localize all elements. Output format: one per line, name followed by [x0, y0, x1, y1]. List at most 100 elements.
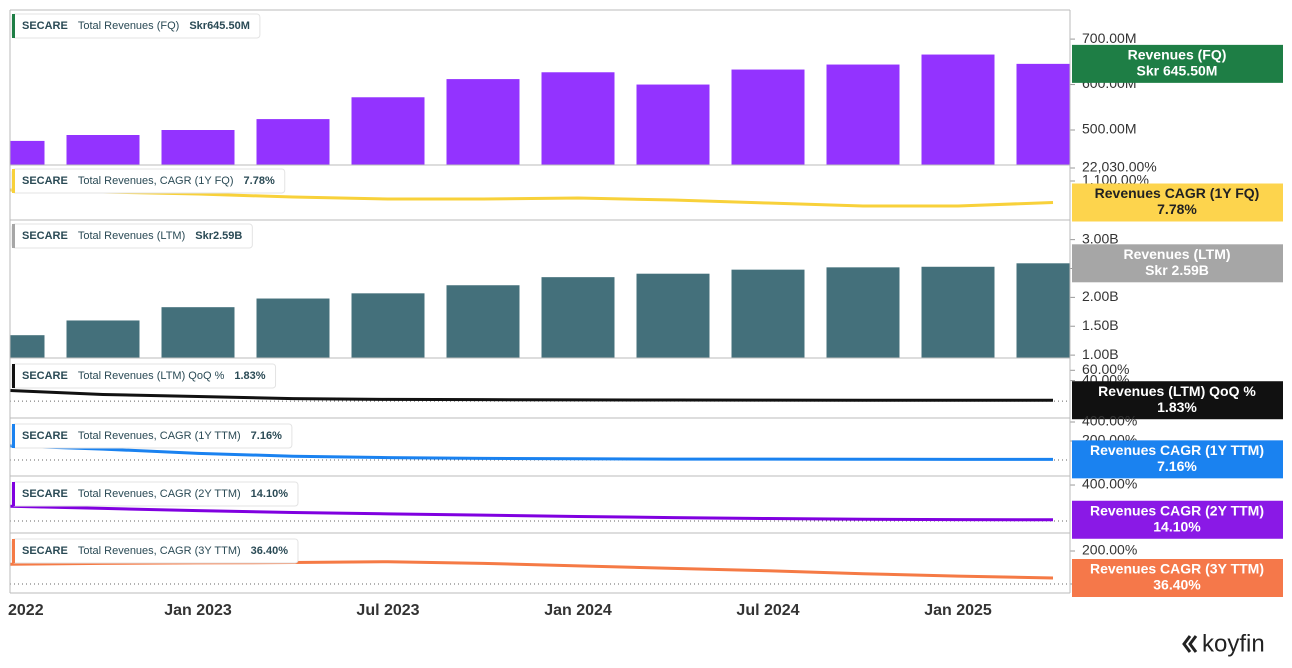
y-tick-label: 1.00B	[1082, 346, 1119, 362]
bar	[826, 267, 900, 358]
y-tick-label: 3.00B	[1082, 230, 1119, 246]
x-tick-label: Jan 2023	[164, 602, 232, 619]
bar	[161, 307, 235, 358]
y-tick-label: 700.00M	[1082, 30, 1136, 46]
x-tick-label: Jan 2024	[544, 602, 612, 619]
badge-title: Revenues CAGR (1Y TTM)	[1090, 442, 1264, 458]
badge-value: Skr 2.59B	[1145, 262, 1209, 278]
badge-title: Revenues CAGR (1Y FQ)	[1095, 185, 1260, 201]
plot-area	[10, 54, 1070, 585]
legend: SECARE Total Revenues, CAGR (1Y TTM) 7.16%	[11, 423, 293, 449]
legend-name: Total Revenues (LTM)	[78, 230, 185, 242]
badge	[1072, 440, 1283, 479]
bar	[541, 277, 615, 358]
y-tick-label: 500.00M	[1082, 121, 1136, 137]
bar	[731, 269, 805, 358]
legend: SECARE Total Revenues, CAGR (2Y TTM) 14.10…	[11, 481, 299, 507]
bar	[256, 298, 330, 358]
legend-name: Total Revenues, CAGR (2Y TTM)	[78, 488, 241, 500]
badge	[1072, 500, 1283, 539]
legend-marker	[12, 364, 15, 388]
bar	[66, 135, 140, 165]
badge-value: 14.10%	[1153, 518, 1201, 534]
x-tick-label: Jul 2024	[736, 602, 799, 619]
bar	[10, 140, 45, 165]
badge-value: 1.83%	[1157, 399, 1197, 415]
series-line	[10, 444, 1054, 461]
legend-value: 36.40%	[251, 545, 289, 557]
y-tick-label: 2.00B	[1082, 288, 1119, 304]
legend: SECARE Total Revenues (LTM) Skr2.59B	[11, 223, 253, 249]
legend-ticker: SECARE	[22, 20, 68, 32]
legend-marker	[12, 482, 15, 506]
legend-value: 7.16%	[251, 430, 282, 442]
legend-name: Total Revenues (FQ)	[78, 20, 179, 32]
bar	[256, 119, 330, 165]
y-tick-label: 1.50B	[1082, 317, 1119, 333]
badge	[1072, 44, 1283, 83]
legend-ticker: SECARE	[22, 488, 68, 500]
badge-value: Skr 645.50M	[1137, 63, 1218, 79]
legend-name: Total Revenues, CAGR (1Y FQ)	[78, 175, 234, 187]
badge-title: Revenues (LTM) QoQ %	[1098, 383, 1256, 399]
series-line	[10, 504, 1054, 522]
badge-title: Revenues (LTM)	[1123, 246, 1230, 262]
bar	[446, 79, 520, 165]
legend: SECARE Total Revenues, CAGR (1Y FQ) 7.78%	[11, 168, 286, 194]
legend-marker	[12, 14, 15, 38]
bar	[921, 266, 995, 358]
legend-marker	[12, 424, 15, 448]
legend-value: 1.83%	[234, 370, 265, 382]
series-line	[10, 388, 1054, 402]
logo: koyfin	[1182, 630, 1265, 657]
bar	[10, 335, 45, 358]
badge-title: Revenues CAGR (2Y TTM)	[1090, 502, 1264, 518]
series-line	[10, 560, 1054, 580]
legend-value: Skr2.59B	[195, 230, 242, 242]
y-tick-label: 22,030.00%	[1082, 159, 1157, 175]
legend-value: Skr645.50M	[189, 20, 250, 32]
badge	[1072, 381, 1283, 420]
badge	[1072, 559, 1283, 598]
badge-value: 7.16%	[1157, 458, 1197, 474]
legend-name: Total Revenues, CAGR (3Y TTM)	[78, 545, 241, 557]
legend: SECARE Total Revenues, CAGR (3Y TTM) 36.40…	[11, 538, 299, 564]
legend-marker	[12, 224, 15, 248]
legend-marker	[12, 539, 15, 563]
bar	[1016, 63, 1070, 166]
bar	[541, 72, 615, 165]
y-tick-label: 60.00%	[1082, 361, 1129, 377]
legend-ticker: SECARE	[22, 430, 68, 442]
y-tick-label: 400.00%	[1082, 413, 1137, 429]
legend-value: 14.10%	[251, 488, 289, 500]
bar	[731, 69, 805, 165]
badge	[1072, 244, 1283, 283]
x-tick-label: 2022	[8, 602, 44, 619]
badge-title: Revenues CAGR (3Y TTM)	[1090, 561, 1264, 577]
bar	[446, 285, 520, 358]
legend: SECARE Total Revenues (LTM) QoQ % 1.83%	[11, 363, 277, 389]
bar	[1016, 263, 1070, 358]
bar	[66, 320, 140, 358]
legend-value: 7.78%	[244, 175, 275, 187]
y-tick-label: 200.00%	[1082, 542, 1137, 558]
legend-ticker: SECARE	[22, 370, 68, 382]
legend-name: Total Revenues, CAGR (1Y TTM)	[78, 430, 241, 442]
legend-ticker: SECARE	[22, 175, 68, 187]
bar	[921, 54, 995, 165]
legend-name: Total Revenues (LTM) QoQ %	[78, 370, 225, 382]
x-tick-label: Jul 2023	[356, 602, 419, 619]
badge-title: Revenues (FQ)	[1128, 47, 1227, 63]
legend: SECARE Total Revenues (FQ) Skr645.50M	[11, 13, 261, 39]
badge-value: 7.78%	[1157, 201, 1197, 217]
bar	[636, 84, 710, 165]
x-tick-label: Jan 2025	[924, 602, 992, 619]
series-line	[10, 188, 1054, 208]
bar	[826, 64, 900, 165]
y-tick-label: 400.00%	[1082, 476, 1137, 492]
legend-ticker: SECARE	[22, 230, 68, 242]
bar	[161, 130, 235, 165]
logo-icon	[1182, 635, 1198, 653]
bar	[351, 97, 425, 165]
